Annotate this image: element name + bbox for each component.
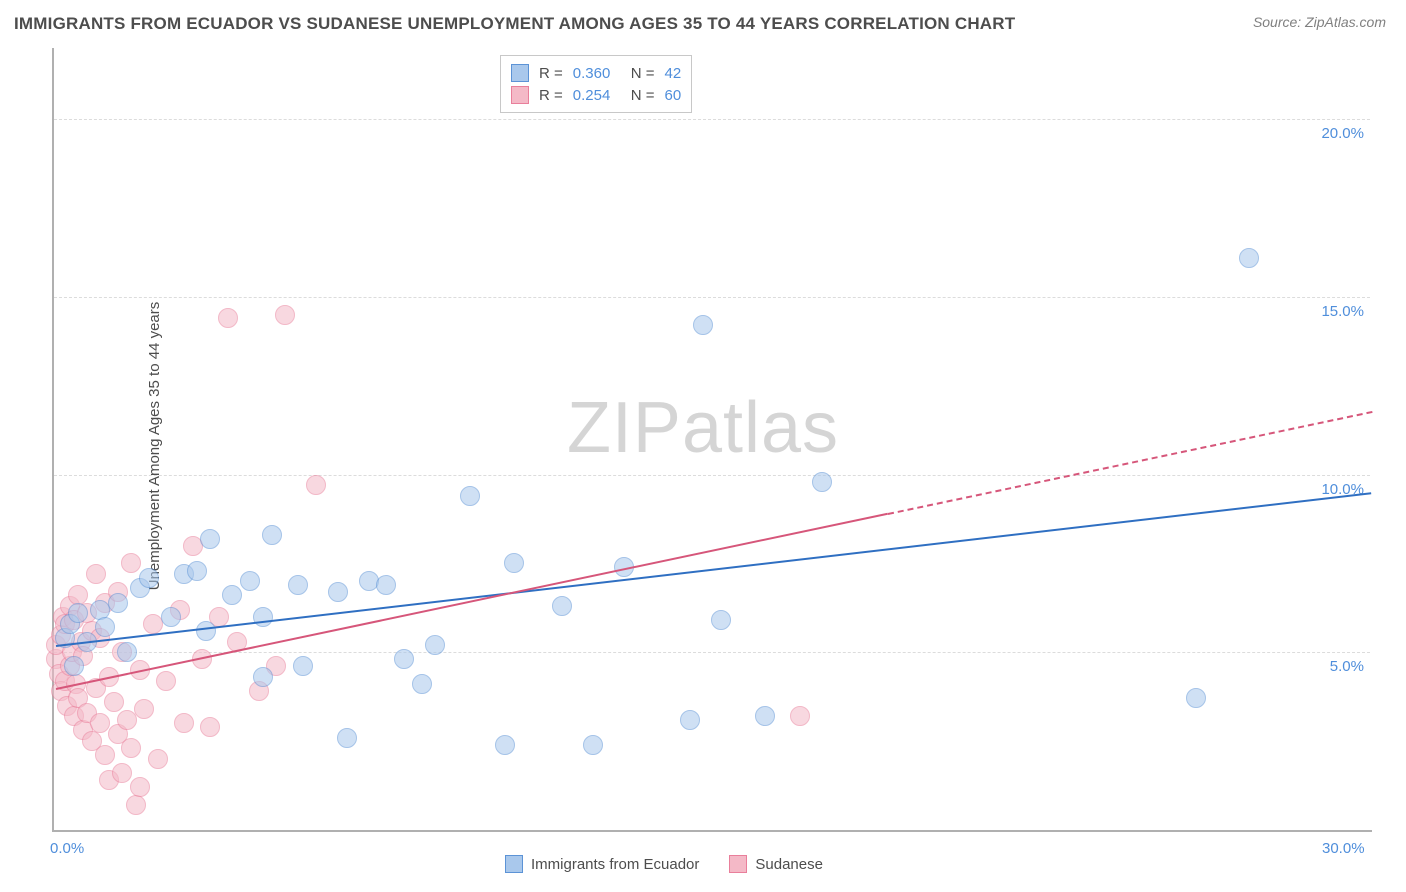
data-point-sudanese <box>126 795 146 815</box>
data-point-ecuador <box>680 710 700 730</box>
x-tick-label: 30.0% <box>1322 840 1365 857</box>
data-point-sudanese <box>121 738 141 758</box>
n-label: N = <box>631 65 655 82</box>
r-label: R = <box>539 65 563 82</box>
data-point-ecuador <box>337 728 357 748</box>
data-point-ecuador <box>117 642 137 662</box>
data-point-ecuador <box>425 635 445 655</box>
data-point-sudanese <box>790 706 810 726</box>
series-legend: Immigrants from Ecuador Sudanese <box>505 855 823 873</box>
data-point-ecuador <box>200 529 220 549</box>
data-point-ecuador <box>1186 688 1206 708</box>
data-point-ecuador <box>253 667 273 687</box>
data-point-ecuador <box>139 568 159 588</box>
data-point-sudanese <box>156 671 176 691</box>
legend-row-ecuador: R = 0.360 N = 42 <box>511 62 681 84</box>
data-point-ecuador <box>161 607 181 627</box>
r-value: 0.254 <box>573 87 621 104</box>
data-point-ecuador <box>755 706 775 726</box>
data-point-ecuador <box>240 571 260 591</box>
gridline <box>54 475 1370 476</box>
r-label: R = <box>539 87 563 104</box>
legend-swatch <box>511 86 529 104</box>
data-point-ecuador <box>108 593 128 613</box>
data-point-ecuador <box>262 525 282 545</box>
data-point-ecuador <box>196 621 216 641</box>
n-label: N = <box>631 87 655 104</box>
legend-swatch <box>511 64 529 82</box>
data-point-ecuador <box>812 472 832 492</box>
legend-swatch <box>729 855 747 873</box>
data-point-ecuador <box>552 596 572 616</box>
data-point-ecuador <box>495 735 515 755</box>
data-point-sudanese <box>112 763 132 783</box>
data-point-sudanese <box>148 749 168 769</box>
data-point-ecuador <box>187 561 207 581</box>
r-value: 0.360 <box>573 65 621 82</box>
data-point-ecuador <box>68 603 88 623</box>
data-point-sudanese <box>130 777 150 797</box>
correlation-legend: R = 0.360 N = 42 R = 0.254 N = 60 <box>500 55 692 113</box>
source-attribution: Source: ZipAtlas.com <box>1253 14 1386 30</box>
legend-item-ecuador: Immigrants from Ecuador <box>505 855 699 873</box>
data-point-ecuador <box>222 585 242 605</box>
data-point-sudanese <box>121 553 141 573</box>
data-point-ecuador <box>711 610 731 630</box>
chart-container: { "title": "IMMIGRANTS FROM ECUADOR VS S… <box>0 0 1406 892</box>
data-point-ecuador <box>504 553 524 573</box>
data-point-sudanese <box>174 713 194 733</box>
legend-label: Immigrants from Ecuador <box>531 856 699 873</box>
x-tick-label: 0.0% <box>50 840 84 857</box>
data-point-sudanese <box>95 745 115 765</box>
data-point-sudanese <box>275 305 295 325</box>
gridline <box>54 119 1370 120</box>
data-point-ecuador <box>1239 248 1259 268</box>
data-point-sudanese <box>104 692 124 712</box>
plot-area: 5.0%10.0%15.0%20.0%0.0%30.0% <box>52 48 1372 830</box>
gridline <box>54 297 1370 298</box>
y-tick-label: 20.0% <box>1321 125 1364 142</box>
data-point-ecuador <box>293 656 313 676</box>
y-axis <box>52 48 54 830</box>
data-point-ecuador <box>394 649 414 669</box>
data-point-ecuador <box>95 617 115 637</box>
data-point-ecuador <box>412 674 432 694</box>
y-tick-label: 5.0% <box>1330 658 1364 675</box>
x-axis <box>52 830 1372 832</box>
data-point-sudanese <box>134 699 154 719</box>
legend-item-sudanese: Sudanese <box>729 855 823 873</box>
legend-label: Sudanese <box>755 856 823 873</box>
data-point-sudanese <box>117 710 137 730</box>
data-point-ecuador <box>693 315 713 335</box>
data-point-sudanese <box>218 308 238 328</box>
data-point-ecuador <box>583 735 603 755</box>
source-name: ZipAtlas.com <box>1305 14 1386 30</box>
trend-line <box>888 411 1372 515</box>
gridline <box>54 652 1370 653</box>
data-point-ecuador <box>288 575 308 595</box>
legend-swatch <box>505 855 523 873</box>
data-point-sudanese <box>200 717 220 737</box>
data-point-ecuador <box>328 582 348 602</box>
chart-title: IMMIGRANTS FROM ECUADOR VS SUDANESE UNEM… <box>14 14 1015 34</box>
n-value: 60 <box>665 87 682 104</box>
data-point-ecuador <box>64 656 84 676</box>
y-tick-label: 15.0% <box>1321 303 1364 320</box>
data-point-sudanese <box>306 475 326 495</box>
source-prefix: Source: <box>1253 14 1305 30</box>
legend-row-sudanese: R = 0.254 N = 60 <box>511 84 681 106</box>
data-point-sudanese <box>86 564 106 584</box>
data-point-ecuador <box>460 486 480 506</box>
data-point-ecuador <box>376 575 396 595</box>
n-value: 42 <box>665 65 682 82</box>
